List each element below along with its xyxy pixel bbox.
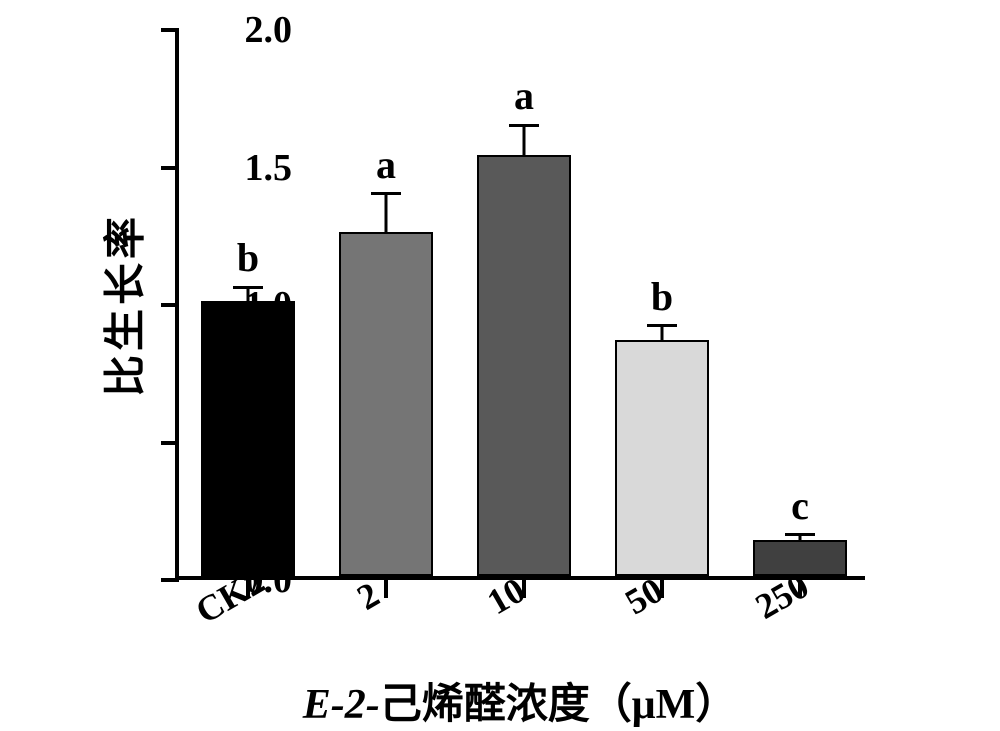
error-bar-cap xyxy=(785,533,815,536)
bar xyxy=(753,540,847,576)
error-bar-cap xyxy=(371,192,401,195)
error-bar-cap xyxy=(509,124,539,127)
significance-label: b xyxy=(651,273,673,320)
bar xyxy=(339,232,433,576)
y-tick-label: 2.0 xyxy=(212,8,292,52)
bar xyxy=(615,340,709,577)
x-axis-title-rest: 己烯醛浓度（μM） xyxy=(380,682,737,728)
error-bar-stem xyxy=(660,326,663,340)
significance-label: a xyxy=(514,72,534,119)
y-tick xyxy=(161,303,179,307)
y-tick-label: 1.5 xyxy=(212,146,292,190)
significance-label: a xyxy=(376,141,396,188)
significance-label: c xyxy=(791,482,809,529)
y-tick xyxy=(161,166,179,170)
y-tick xyxy=(161,441,179,445)
y-tick-label: 0.5 xyxy=(212,421,292,465)
x-axis-title-italic: E-2- xyxy=(303,682,380,728)
error-bar-cap xyxy=(647,324,677,327)
bar xyxy=(477,155,571,576)
y-tick xyxy=(161,28,179,32)
x-axis-title: E-2-己烯醛浓度（μM） xyxy=(303,670,737,731)
bar-group: a xyxy=(339,26,433,576)
bar-group: c xyxy=(753,26,847,576)
error-bar-stem xyxy=(522,125,525,155)
bar-group: a xyxy=(477,26,571,576)
x-tick xyxy=(384,580,388,598)
y-tick-label: 1.0 xyxy=(212,283,292,327)
x-tick-label: 2 xyxy=(350,573,387,618)
significance-label: b xyxy=(237,234,259,281)
error-bar-stem xyxy=(384,194,387,233)
bar-group: b xyxy=(615,26,709,576)
y-axis-title: 比生长率 xyxy=(92,213,153,397)
y-tick xyxy=(161,578,179,582)
